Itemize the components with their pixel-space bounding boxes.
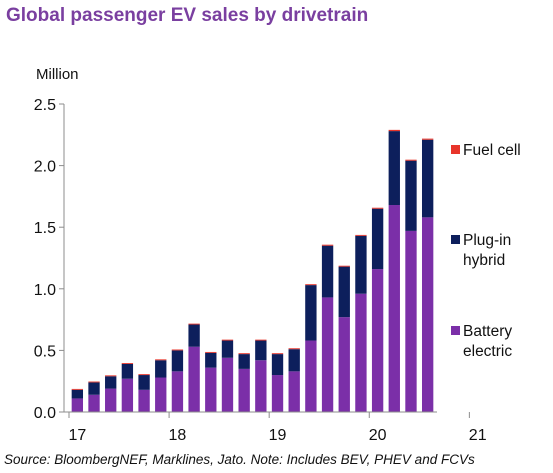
bar-bev-2 (105, 388, 117, 412)
bar-fcv-16 (338, 265, 350, 267)
x-tick-label: 17 (68, 427, 86, 444)
bar-fcv-15 (321, 244, 334, 246)
bar-phev-2 (105, 376, 117, 389)
legend-swatch-phev (451, 235, 460, 244)
y-tick-label: 1.5 (34, 220, 56, 237)
bar-bev-5 (155, 377, 167, 412)
bar-fcv-8 (205, 351, 217, 353)
y-tick-label: 2.5 (34, 97, 56, 114)
bar-phev-6 (171, 350, 184, 372)
bar-bev-20 (405, 230, 417, 412)
bar-fcv-9 (221, 339, 234, 341)
bar-fcv-20 (405, 159, 417, 161)
bar-phev-9 (221, 340, 234, 358)
bar-fcv-14 (305, 284, 317, 286)
bar-fcv-10 (238, 353, 250, 355)
bar-phev-7 (188, 324, 200, 347)
bar-phev-12 (271, 354, 284, 376)
bar-phev-4 (138, 375, 150, 390)
bar-bev-19 (388, 205, 400, 412)
x-tick-label: 21 (469, 427, 487, 444)
legend-label-bev: Battery (463, 323, 512, 340)
y-tick-label: 1.0 (34, 282, 56, 299)
bar-bev-11 (255, 360, 267, 412)
y-tick-label: 0.5 (34, 343, 56, 360)
source-note: Source: BloombergNEF, Marklines, Jato. N… (4, 452, 475, 467)
bars-group (71, 129, 434, 412)
bar-fcv-1 (88, 381, 100, 383)
bar-fcv-5 (155, 359, 167, 361)
y-axis-title: Million (36, 66, 79, 83)
bar-bev-15 (321, 297, 334, 412)
bar-bev-17 (355, 293, 367, 412)
bar-bev-10 (238, 368, 250, 412)
bar-phev-3 (121, 363, 134, 379)
x-tick-label: 18 (169, 427, 187, 444)
bar-phev-10 (238, 354, 250, 369)
y-tick-label: 2.0 (34, 159, 56, 176)
bar-phev-13 (288, 349, 300, 372)
legend-swatch-fcv (451, 145, 460, 154)
bar-fcv-3 (121, 363, 134, 364)
bar-fcv-4 (138, 374, 150, 376)
bar-bev-1 (88, 394, 100, 412)
bar-bev-21 (421, 217, 434, 412)
bar-fcv-21 (421, 138, 434, 140)
bar-bev-16 (338, 317, 350, 412)
bar-bev-14 (305, 340, 317, 412)
legend-label-phev: hybrid (463, 252, 505, 269)
bar-fcv-13 (288, 348, 300, 350)
bar-phev-0 (71, 389, 84, 399)
bar-phev-14 (305, 285, 317, 341)
bar-bev-18 (371, 269, 384, 412)
bar-bev-12 (271, 375, 284, 412)
bar-fcv-18 (371, 207, 384, 209)
bar-fcv-2 (105, 375, 117, 377)
bar-bev-3 (121, 378, 134, 412)
bar-bev-6 (171, 371, 184, 412)
bar-fcv-7 (188, 323, 200, 325)
x-tick-label: 20 (369, 427, 387, 444)
bar-phev-15 (321, 245, 334, 298)
bar-bev-0 (71, 398, 84, 412)
bar-fcv-12 (271, 353, 284, 355)
bar-phev-17 (355, 235, 367, 294)
bar-bev-4 (138, 389, 150, 412)
bar-bev-9 (221, 357, 234, 412)
legend: Fuel cell Plug-in hybrid Battery electric (451, 142, 521, 360)
legend-label-bev: electric (463, 343, 512, 360)
bar-phev-5 (155, 360, 167, 378)
bar-bev-8 (205, 367, 217, 412)
bar-bev-7 (188, 346, 200, 412)
bar-bev-13 (288, 371, 300, 412)
bar-phev-11 (255, 340, 267, 361)
bar-phev-18 (371, 208, 384, 270)
x-tick-label: 19 (269, 427, 287, 444)
bar-fcv-19 (388, 129, 400, 132)
bar-fcv-0 (71, 388, 84, 390)
bar-phev-20 (405, 160, 417, 231)
bar-phev-19 (388, 131, 400, 206)
legend-label-fcv: Fuel cell (463, 142, 521, 159)
chart-title: Global passenger EV sales by drivetrain (6, 5, 369, 26)
bar-fcv-6 (171, 349, 184, 351)
bar-fcv-11 (255, 339, 267, 341)
bar-phev-8 (205, 352, 217, 368)
legend-swatch-bev (451, 326, 460, 335)
bar-fcv-17 (355, 234, 367, 236)
bar-phev-21 (421, 139, 434, 218)
axes-group: 0.00.51.01.52.02.5Million171819202122 (34, 66, 487, 444)
bar-phev-1 (88, 382, 100, 395)
y-tick-label: 0.0 (34, 405, 56, 422)
legend-label-phev: Plug-in (463, 232, 511, 249)
bar-phev-16 (338, 266, 350, 318)
